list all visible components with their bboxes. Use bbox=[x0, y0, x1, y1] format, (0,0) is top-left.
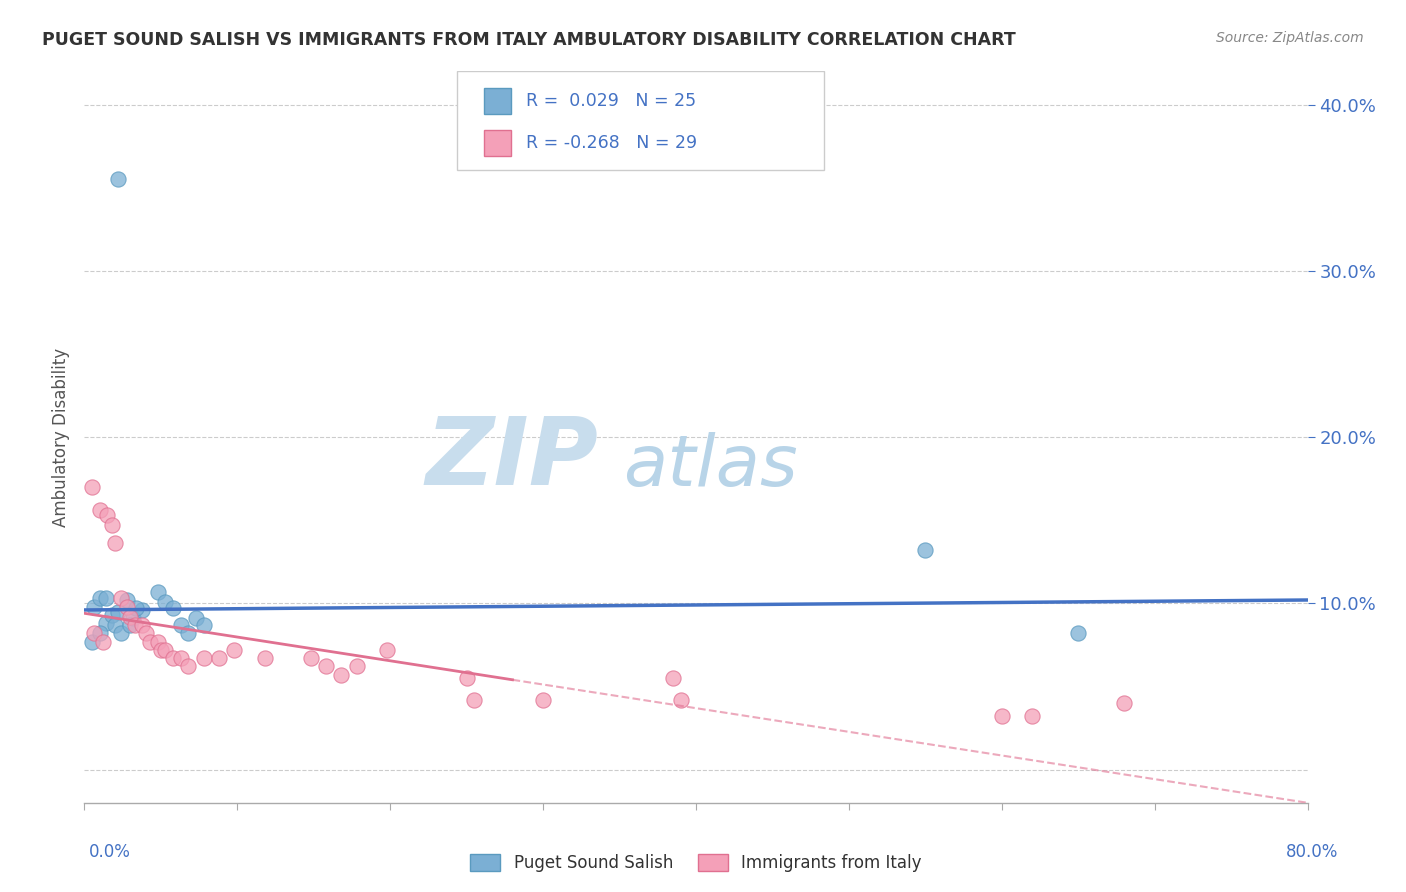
Point bbox=[1114, 696, 1136, 710]
Point bbox=[104, 618, 127, 632]
Point bbox=[991, 709, 1014, 723]
Text: 80.0%: 80.0% bbox=[1286, 843, 1339, 861]
Point bbox=[131, 618, 153, 632]
Point bbox=[1067, 626, 1090, 640]
Point bbox=[120, 618, 142, 632]
Point bbox=[155, 643, 177, 657]
Point bbox=[146, 584, 169, 599]
FancyBboxPatch shape bbox=[484, 88, 512, 114]
Point bbox=[177, 626, 200, 640]
Point bbox=[315, 659, 337, 673]
Point bbox=[110, 626, 132, 640]
Text: 0.0%: 0.0% bbox=[89, 843, 131, 861]
Point bbox=[94, 616, 117, 631]
Y-axis label: Ambulatory Disability: Ambulatory Disability bbox=[52, 348, 70, 526]
Point bbox=[184, 611, 207, 625]
Point bbox=[346, 659, 368, 673]
Point bbox=[193, 651, 215, 665]
Point bbox=[135, 626, 157, 640]
Point bbox=[107, 172, 129, 186]
Point bbox=[110, 591, 132, 606]
Point bbox=[375, 643, 398, 657]
Point bbox=[96, 508, 118, 523]
Text: R = -0.268   N = 29: R = -0.268 N = 29 bbox=[526, 135, 697, 153]
Point bbox=[89, 591, 111, 606]
Point bbox=[107, 605, 129, 619]
Point bbox=[83, 599, 105, 614]
Point bbox=[1021, 709, 1043, 723]
Point bbox=[669, 692, 692, 706]
Point bbox=[177, 659, 200, 673]
Point bbox=[115, 599, 138, 614]
Point bbox=[170, 618, 193, 632]
Point bbox=[299, 651, 322, 665]
Point bbox=[149, 643, 172, 657]
Point bbox=[162, 651, 184, 665]
FancyBboxPatch shape bbox=[457, 71, 824, 170]
Point bbox=[208, 651, 231, 665]
Point bbox=[456, 671, 478, 685]
Point bbox=[155, 594, 177, 608]
Point bbox=[115, 593, 138, 607]
Point bbox=[94, 591, 117, 606]
Point bbox=[101, 518, 124, 533]
Point bbox=[124, 618, 146, 632]
Point bbox=[80, 634, 103, 648]
Point bbox=[224, 643, 246, 657]
Point bbox=[80, 480, 103, 494]
FancyBboxPatch shape bbox=[484, 130, 512, 156]
Text: ZIP: ZIP bbox=[425, 413, 598, 505]
Point bbox=[193, 618, 215, 632]
Point bbox=[146, 634, 169, 648]
Point bbox=[463, 692, 485, 706]
Point bbox=[104, 536, 127, 550]
Point bbox=[662, 671, 685, 685]
Legend: Puget Sound Salish, Immigrants from Italy: Puget Sound Salish, Immigrants from Ital… bbox=[464, 847, 928, 879]
Point bbox=[914, 543, 936, 558]
Point bbox=[89, 626, 111, 640]
Point bbox=[330, 667, 353, 681]
Text: atlas: atlas bbox=[623, 432, 797, 500]
Point bbox=[83, 626, 105, 640]
Point bbox=[120, 609, 142, 624]
Point bbox=[162, 601, 184, 615]
Point bbox=[89, 503, 111, 517]
Point bbox=[253, 651, 276, 665]
Text: Source: ZipAtlas.com: Source: ZipAtlas.com bbox=[1216, 31, 1364, 45]
Point bbox=[101, 607, 124, 622]
Point bbox=[531, 692, 554, 706]
Point bbox=[139, 634, 162, 648]
Point bbox=[91, 634, 114, 648]
Point bbox=[170, 651, 193, 665]
Point bbox=[125, 601, 148, 615]
Text: R =  0.029   N = 25: R = 0.029 N = 25 bbox=[526, 92, 696, 111]
Point bbox=[122, 611, 145, 625]
Point bbox=[131, 603, 153, 617]
Text: PUGET SOUND SALISH VS IMMIGRANTS FROM ITALY AMBULATORY DISABILITY CORRELATION CH: PUGET SOUND SALISH VS IMMIGRANTS FROM IT… bbox=[42, 31, 1017, 49]
